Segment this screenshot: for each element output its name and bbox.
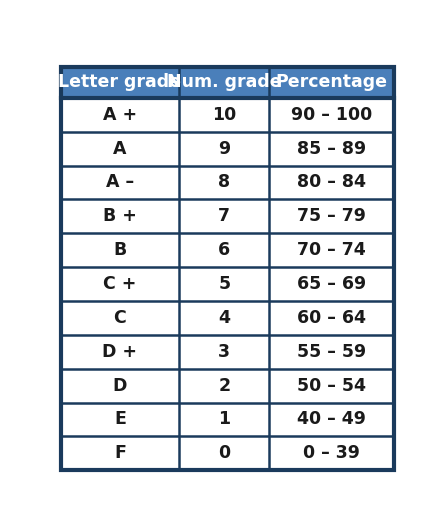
Text: Letter grade: Letter grade <box>59 73 182 92</box>
Text: 3: 3 <box>218 343 230 361</box>
Text: A: A <box>113 139 127 157</box>
Bar <box>61 132 394 165</box>
Text: 55 – 59: 55 – 59 <box>297 343 366 361</box>
Text: B +: B + <box>103 207 137 226</box>
Bar <box>61 67 394 98</box>
Text: 8: 8 <box>218 173 230 192</box>
Text: 2: 2 <box>218 377 230 395</box>
Text: C +: C + <box>103 275 137 293</box>
Bar <box>61 200 394 233</box>
Text: A –: A – <box>106 173 134 192</box>
Text: 5: 5 <box>218 275 230 293</box>
Text: F: F <box>114 444 126 462</box>
Text: 6: 6 <box>218 241 230 259</box>
Text: 10: 10 <box>212 106 236 124</box>
Text: 50 – 54: 50 – 54 <box>297 377 366 395</box>
Text: Num. grade: Num. grade <box>167 73 281 92</box>
Text: 60 – 64: 60 – 64 <box>297 309 366 327</box>
Text: 70 – 74: 70 – 74 <box>297 241 366 259</box>
Text: 9: 9 <box>218 139 230 157</box>
Text: 4: 4 <box>218 309 230 327</box>
Bar <box>61 165 394 200</box>
Text: 90 – 100: 90 – 100 <box>291 106 373 124</box>
Bar <box>61 267 394 301</box>
Text: D: D <box>113 377 127 395</box>
Bar <box>61 369 394 403</box>
Bar <box>61 301 394 335</box>
Text: B: B <box>113 241 127 259</box>
Bar <box>61 335 394 369</box>
Bar <box>61 436 394 470</box>
Text: Percentage: Percentage <box>276 73 388 92</box>
Text: 0 – 39: 0 – 39 <box>303 444 360 462</box>
Text: E: E <box>114 410 126 428</box>
Bar <box>61 233 394 267</box>
Text: 40 – 49: 40 – 49 <box>297 410 366 428</box>
Text: 7: 7 <box>218 207 230 226</box>
Text: D +: D + <box>103 343 137 361</box>
Text: 0: 0 <box>218 444 230 462</box>
Text: 80 – 84: 80 – 84 <box>297 173 366 192</box>
Bar <box>61 98 394 132</box>
Text: A +: A + <box>103 106 137 124</box>
Text: 65 – 69: 65 – 69 <box>297 275 366 293</box>
Text: 1: 1 <box>218 410 230 428</box>
Text: C: C <box>114 309 126 327</box>
Text: 85 – 89: 85 – 89 <box>297 139 366 157</box>
Bar <box>61 403 394 436</box>
Text: 75 – 79: 75 – 79 <box>297 207 366 226</box>
